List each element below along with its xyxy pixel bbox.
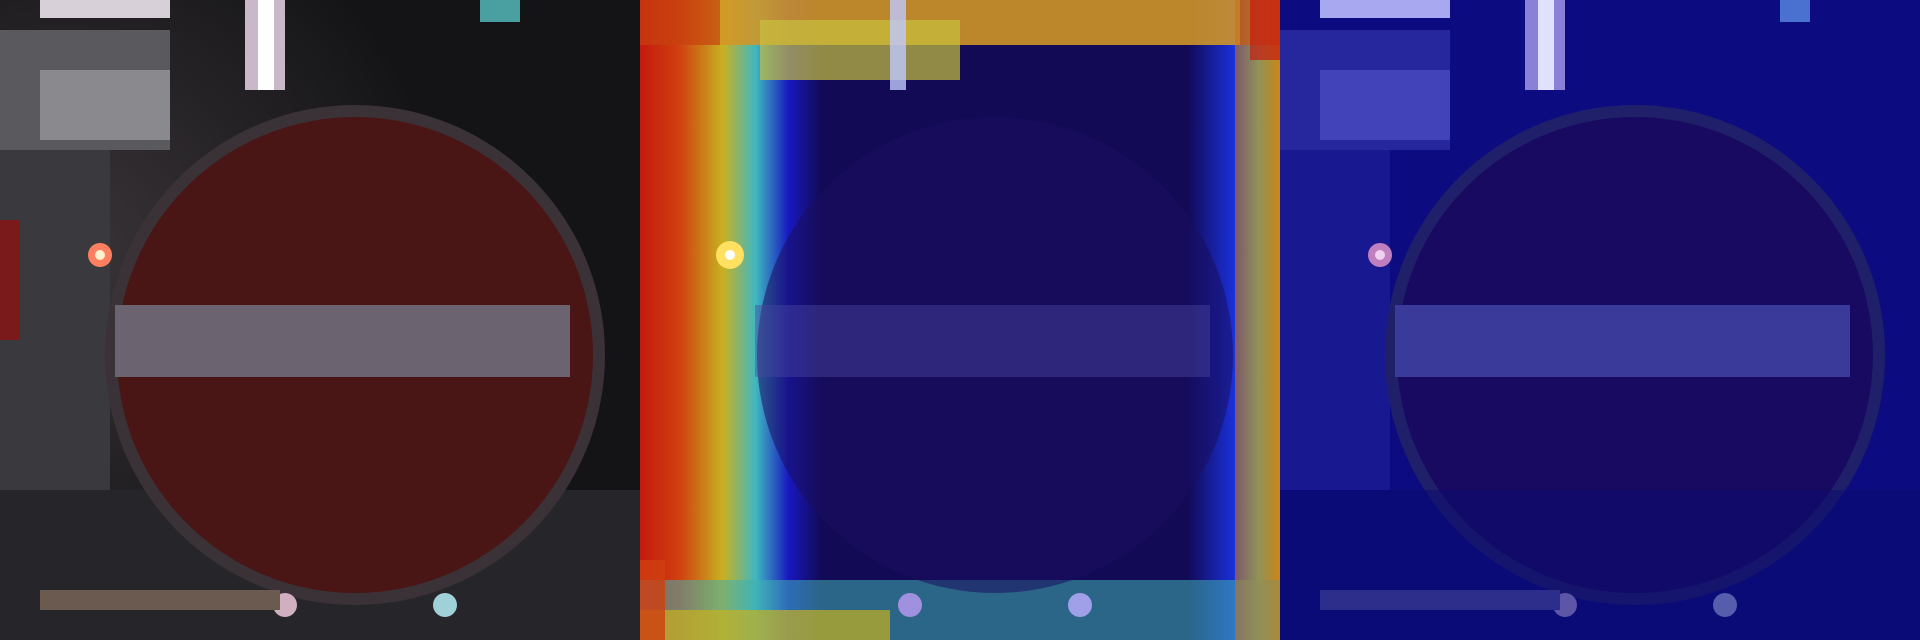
original-photo: [0, 0, 640, 640]
original-photo-panel: [0, 0, 640, 640]
sign-bar: [115, 305, 570, 377]
sign-ghost: [757, 117, 1233, 593]
blue-overlay-panel: [1280, 0, 1920, 640]
heatmap-overlay: [640, 0, 1280, 640]
sign-bar-blue: [1395, 305, 1850, 377]
light-streak: [40, 0, 170, 18]
sign-bar-ghost: [755, 305, 1210, 377]
blue-overlay: [1280, 0, 1920, 640]
heatmap-overlay-panel: [640, 0, 1280, 640]
